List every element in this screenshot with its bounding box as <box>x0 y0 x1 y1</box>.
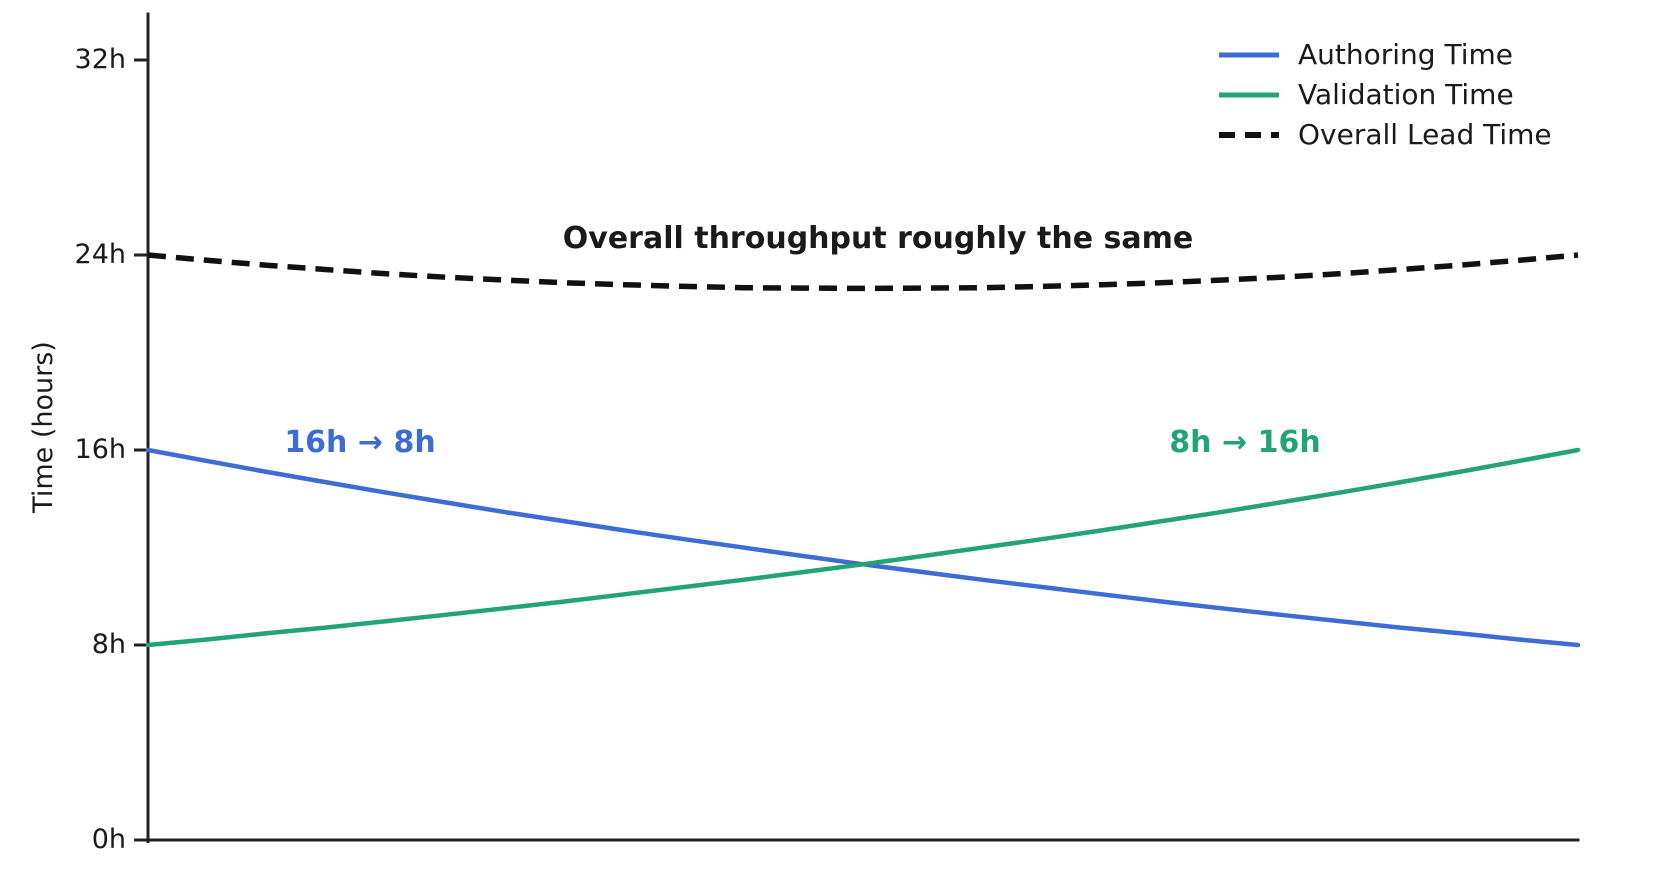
y-axis-tick-marks <box>134 58 147 842</box>
y-tick-label-32h: 32h <box>74 44 126 75</box>
legend-item-validation-time: Validation Time <box>1218 75 1552 115</box>
authoring-line-swatch-icon <box>1219 52 1279 58</box>
legend-label: Authoring Time <box>1298 38 1513 71</box>
legend-label: Validation Time <box>1298 78 1514 111</box>
y-tick-label-24h: 24h <box>74 239 126 270</box>
validation-time-line <box>145 447 1581 648</box>
y-axis-title: Time (hours) <box>28 341 59 513</box>
annotation-authoring-change: 16h → 8h <box>284 425 436 460</box>
legend-item-authoring-time: Authoring Time <box>1218 35 1552 75</box>
validation-line-swatch-icon <box>1219 92 1279 98</box>
legend: Authoring Time Validation Time Overall L… <box>1218 35 1552 155</box>
authoring-time-line <box>145 447 1581 648</box>
overall-lead-time-line <box>147 252 1579 292</box>
y-tick-label-0h: 0h <box>91 824 126 855</box>
annotation-overall-throughput: Overall throughput roughly the same <box>562 221 1194 256</box>
y-tick-label-8h: 8h <box>91 629 126 660</box>
overall-lead-dashed-swatch-icon <box>1219 132 1279 138</box>
series-lines <box>145 252 1581 648</box>
y-tick-label-16h: 16h <box>74 434 126 465</box>
legend-label: Overall Lead Time <box>1298 118 1552 151</box>
legend-item-overall-lead-time: Overall Lead Time <box>1218 115 1552 155</box>
annotation-validation-change: 8h → 16h <box>1169 425 1321 460</box>
axis-spines <box>145 12 1580 843</box>
